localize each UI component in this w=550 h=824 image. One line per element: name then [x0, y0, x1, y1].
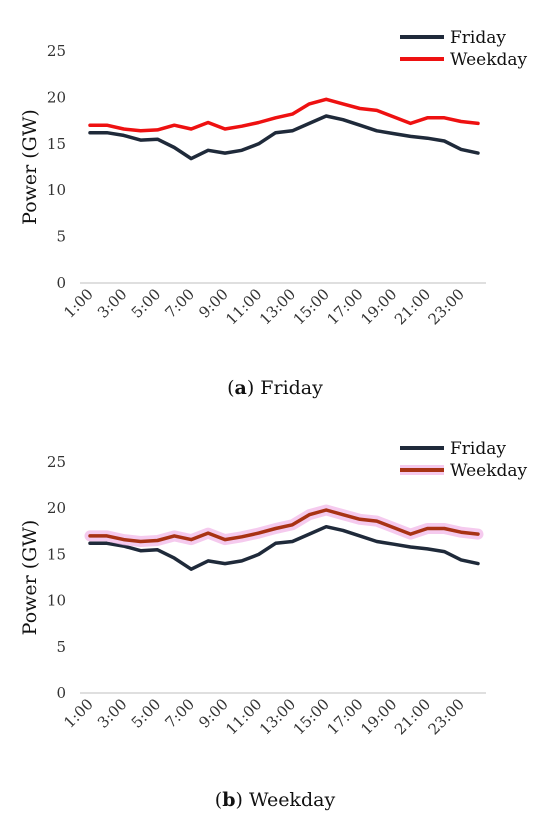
- y-axis-label: Power (GW): [19, 520, 41, 636]
- x-tick-label: 23:00: [425, 285, 468, 328]
- x-tick-label: 5:00: [128, 285, 165, 322]
- y-tick-label: 25: [47, 453, 66, 471]
- x-tick-label: 3:00: [94, 285, 131, 322]
- legend-label-weekday: Weekday: [450, 461, 528, 481]
- x-tick-label: 15:00: [290, 285, 333, 328]
- y-axis-label: Power (GW): [19, 109, 41, 225]
- x-tick-label: 21:00: [391, 285, 434, 328]
- y-tick-label: 25: [47, 42, 66, 60]
- x-tick-label: 13:00: [256, 695, 299, 738]
- caption-b: (b) Weekday: [214, 789, 336, 811]
- y-tick-label: 10: [47, 181, 66, 199]
- legend-label-friday: Friday: [450, 439, 506, 459]
- y-tick-label: 5: [56, 228, 66, 246]
- x-tick-label: 11:00: [222, 695, 265, 738]
- x-tick-label: 13:00: [256, 285, 299, 328]
- y-tick-label: 15: [47, 545, 66, 563]
- y-tick-label: 0: [56, 684, 66, 702]
- y-tick-label: 15: [47, 135, 66, 153]
- x-tick-label: 7:00: [161, 695, 198, 732]
- y-tick-label: 20: [47, 499, 66, 517]
- caption-a-letter: a: [234, 377, 247, 399]
- caption-b-text: Weekday: [248, 789, 336, 811]
- x-tick-label: 23:00: [425, 695, 468, 738]
- y-tick-label: 5: [56, 638, 66, 656]
- y-tick-label: 0: [56, 274, 66, 292]
- x-tick-label: 17:00: [323, 695, 366, 738]
- x-tick-label: 21:00: [391, 695, 434, 738]
- x-tick-label: 17:00: [323, 285, 366, 328]
- series-line-friday: [88, 524, 480, 571]
- series-line-weekday: [88, 97, 480, 133]
- legend-label-friday: Friday: [450, 28, 506, 48]
- series-line-friday: [88, 114, 480, 161]
- caption-a: (a) Friday: [227, 377, 323, 399]
- x-tick-label: 19:00: [357, 695, 400, 738]
- x-tick-label: 5:00: [128, 695, 165, 732]
- x-tick-label: 15:00: [290, 695, 333, 738]
- x-tick-label: 3:00: [94, 695, 131, 732]
- caption-b-letter: b: [222, 789, 236, 811]
- series-line-weekday: [88, 508, 480, 544]
- y-tick-label: 20: [47, 88, 66, 106]
- x-tick-label: 11:00: [222, 285, 265, 328]
- x-tick-label: 7:00: [161, 285, 198, 322]
- y-tick-label: 10: [47, 592, 66, 610]
- legend-label-weekday: Weekday: [450, 50, 528, 70]
- caption-a-text: Friday: [260, 377, 323, 399]
- x-tick-label: 19:00: [357, 285, 400, 328]
